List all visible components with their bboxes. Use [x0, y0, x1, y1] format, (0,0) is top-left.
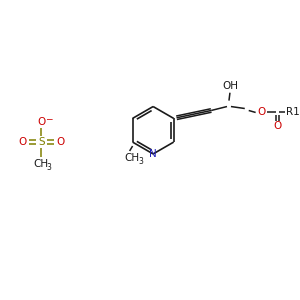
- Text: R1: R1: [286, 107, 300, 118]
- Text: O: O: [38, 117, 46, 127]
- Text: O: O: [257, 107, 266, 118]
- Text: CH: CH: [33, 159, 48, 169]
- Text: N: N: [149, 149, 157, 159]
- Text: −: −: [45, 114, 52, 123]
- Text: S: S: [38, 137, 45, 147]
- Text: 3: 3: [138, 158, 143, 166]
- Text: O: O: [19, 137, 27, 147]
- Text: CH: CH: [124, 153, 139, 163]
- Text: OH: OH: [222, 81, 238, 91]
- Text: 3: 3: [46, 163, 51, 172]
- Text: O: O: [273, 121, 281, 131]
- Text: O: O: [56, 137, 64, 147]
